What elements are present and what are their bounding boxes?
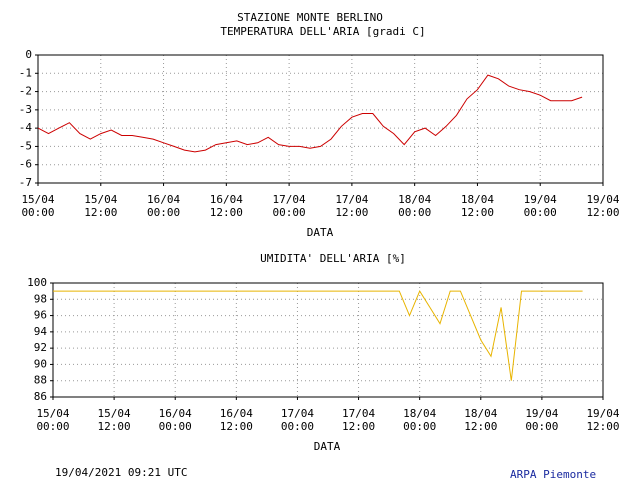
x-tick-label: 16/04 00:00 <box>158 407 192 433</box>
x-tick-label: 18/04 00:00 <box>403 407 437 433</box>
y-tick-label: -6 <box>19 158 32 171</box>
x-tick-label: 19/04 12:00 <box>586 407 620 433</box>
x-tick-label: 19/04 00:00 <box>525 407 559 433</box>
x-axis-label: DATA <box>314 440 341 453</box>
chart-subtitle: TEMPERATURA DELL'ARIA [gradi C] <box>220 25 425 38</box>
chart-title: STAZIONE MONTE BERLINO <box>237 11 383 24</box>
x-tick-label: 15/04 00:00 <box>21 193 55 219</box>
y-tick-label: -7 <box>19 176 32 189</box>
y-tick-label: -5 <box>19 139 32 152</box>
x-tick-label: 16/04 12:00 <box>219 407 253 433</box>
data-line <box>53 290 583 381</box>
y-tick-label: 92 <box>34 341 47 354</box>
x-tick-label: 19/04 12:00 <box>586 193 620 219</box>
y-tick-label: 100 <box>27 276 47 289</box>
x-tick-label: 15/04 12:00 <box>84 193 118 219</box>
timestamp: 19/04/2021 09:21 UTC <box>55 466 188 479</box>
y-tick-label: 96 <box>34 309 47 322</box>
y-tick-label: 88 <box>34 374 47 387</box>
x-tick-label: 19/04 00:00 <box>523 193 557 219</box>
x-tick-label: 15/04 12:00 <box>97 407 131 433</box>
plot-frame <box>37 54 604 184</box>
x-axis-label: DATA <box>307 226 334 239</box>
data-line <box>37 74 583 153</box>
y-tick-label: -1 <box>19 66 32 79</box>
y-tick-label: 0 <box>25 48 32 61</box>
source: ARPA Piemonte <box>510 468 597 480</box>
x-tick-label: 18/04 12:00 <box>460 193 494 219</box>
y-tick-label: -4 <box>19 121 33 134</box>
x-tick-label: 17/04 00:00 <box>280 407 314 433</box>
x-tick-label: 16/04 12:00 <box>209 193 243 219</box>
y-tick-label: 90 <box>34 357 47 370</box>
y-tick-label: -2 <box>19 85 32 98</box>
y-tick-label: -3 <box>19 103 32 116</box>
chart-title: UMIDITA' DELL'ARIA [%] <box>260 252 406 265</box>
y-tick-label: 94 <box>34 325 48 338</box>
x-tick-label: 17/04 12:00 <box>341 407 376 433</box>
y-tick-label: 86 <box>34 390 47 403</box>
x-tick-label: 17/04 12:00 <box>335 193 369 219</box>
x-tick-label: 18/04 12:00 <box>464 407 498 433</box>
plot-frame <box>52 282 604 398</box>
x-tick-label: 17/04 00:00 <box>272 193 306 219</box>
y-tick-label: 98 <box>34 292 47 305</box>
x-tick-label: 16/04 00:00 <box>146 193 181 219</box>
x-tick-label: 15/04 00:00 <box>36 407 70 433</box>
x-tick-label: 18/04 00:00 <box>398 193 432 219</box>
